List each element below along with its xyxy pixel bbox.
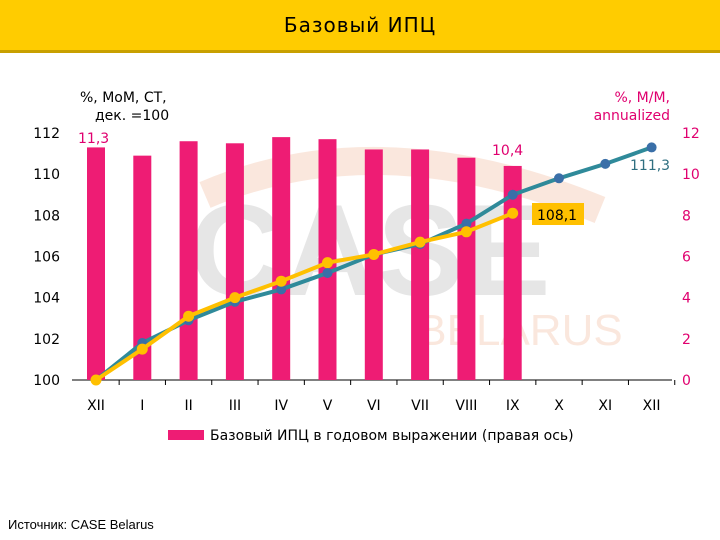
bar bbox=[179, 141, 198, 380]
right-tick-label: 10 bbox=[682, 167, 700, 183]
series-point bbox=[460, 226, 472, 238]
left-tick-label: 104 bbox=[33, 291, 60, 307]
right-axis-title-2: annualized bbox=[594, 108, 670, 124]
x-axis-ticks: XII I II III IV V VI VII VIII IX X XI XII bbox=[87, 380, 676, 414]
bar bbox=[457, 157, 476, 380]
left-tick-label: 106 bbox=[33, 250, 60, 266]
title-divider bbox=[0, 50, 720, 53]
x-tick-label: XI bbox=[598, 398, 612, 414]
right-axis-title-1: %, М/М, bbox=[614, 90, 670, 106]
x-tick-label: VIII bbox=[455, 398, 477, 414]
left-axis-title-2: дек. =100 bbox=[95, 108, 169, 124]
bar bbox=[503, 165, 522, 380]
left-tick-label: 110 bbox=[33, 167, 60, 183]
series-line bbox=[94, 211, 514, 382]
left-tick-label: 100 bbox=[33, 373, 60, 389]
x-tick-label: XII bbox=[87, 398, 105, 414]
right-tick-label: 8 bbox=[682, 208, 691, 224]
left-axis-ticks: 100 102 104 106 108 110 112 bbox=[33, 126, 60, 389]
left-tick-label: 108 bbox=[33, 208, 60, 224]
bar bbox=[364, 149, 383, 380]
right-tick-label: 2 bbox=[682, 332, 691, 348]
series-point bbox=[322, 267, 333, 278]
lines-group bbox=[90, 142, 657, 386]
watermark-arc bbox=[199, 146, 606, 223]
x-tick-label: III bbox=[229, 398, 241, 414]
legend-swatch bbox=[168, 430, 204, 440]
bar bbox=[411, 149, 430, 380]
right-axis-ticks: 0 2 4 6 8 10 12 bbox=[682, 126, 700, 389]
x-tick-label: IV bbox=[274, 398, 288, 414]
annotations-group: 11,3 10,4 111,3 108,1 bbox=[78, 131, 670, 225]
right-tick-label: 0 bbox=[682, 373, 691, 389]
right-tick-label: 4 bbox=[682, 291, 691, 307]
series-point bbox=[229, 292, 241, 304]
series-point bbox=[183, 310, 195, 322]
bars-group bbox=[87, 137, 522, 380]
series-point bbox=[368, 248, 380, 260]
annotation-last-bar: 10,4 bbox=[492, 143, 523, 159]
series-point bbox=[276, 284, 287, 295]
series-point bbox=[136, 343, 148, 355]
series-point bbox=[646, 142, 657, 153]
series-point bbox=[600, 158, 611, 169]
x-tick-label: XII bbox=[643, 398, 661, 414]
annotation-first-bar: 11,3 bbox=[78, 131, 109, 147]
series-point bbox=[90, 374, 102, 386]
series-point bbox=[554, 173, 564, 184]
x-tick-label: VII bbox=[411, 398, 429, 414]
x-tick-label: I bbox=[140, 398, 144, 414]
legend-label: Базовый ИПЦ в годовом выражении (правая … bbox=[210, 428, 574, 444]
left-axis-title-1: %, МоМ, СТ, bbox=[80, 90, 167, 106]
series-point bbox=[414, 236, 426, 248]
annotation-yellow-end: 108,1 bbox=[537, 208, 577, 224]
x-tick-label: IX bbox=[506, 398, 520, 414]
right-tick-label: 12 bbox=[682, 126, 700, 142]
title-bar: Базовый ИПЦ bbox=[0, 0, 720, 50]
left-tick-label: 112 bbox=[33, 126, 60, 142]
x-tick-label: II bbox=[184, 398, 192, 414]
series-point bbox=[275, 275, 287, 287]
x-tick-label: X bbox=[554, 398, 564, 414]
series-point bbox=[322, 257, 333, 269]
bar bbox=[133, 155, 152, 380]
series-point bbox=[507, 189, 518, 200]
legend: Базовый ИПЦ в годовом выражении (правая … bbox=[168, 428, 574, 444]
x-tick-label: VI bbox=[367, 398, 381, 414]
right-tick-label: 6 bbox=[682, 250, 691, 266]
source-note: Источник: CASE Belarus bbox=[8, 517, 154, 532]
page-title: Базовый ИПЦ bbox=[283, 13, 437, 37]
bar bbox=[225, 143, 244, 380]
bar bbox=[272, 137, 291, 380]
series-point bbox=[461, 218, 472, 229]
annotation-yellow-box bbox=[532, 203, 584, 225]
x-tick-label: V bbox=[323, 398, 333, 414]
left-tick-label: 102 bbox=[33, 332, 60, 348]
bar bbox=[87, 147, 105, 380]
watermark: CASE BELARUS bbox=[189, 146, 623, 355]
annotation-blue-end: 111,3 bbox=[630, 158, 670, 174]
series-point bbox=[507, 207, 519, 219]
